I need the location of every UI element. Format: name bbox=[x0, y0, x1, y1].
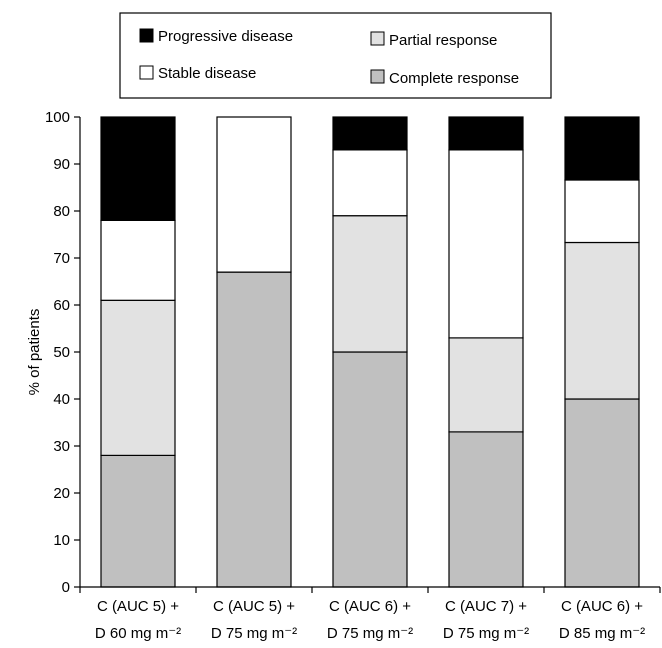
y-tick-label-80: 80 bbox=[53, 203, 70, 220]
bar-segment-complete-response-2 bbox=[216, 271, 292, 588]
bar-segment-stable-disease-5 bbox=[564, 179, 640, 244]
bar-stack-2 bbox=[216, 116, 292, 588]
bar-segment-complete-response-4 bbox=[448, 431, 524, 588]
x-category-label-3: C (AUC 6) + D 75 mg m⁻² bbox=[327, 598, 413, 642]
bar-segment-partial-response-5 bbox=[564, 241, 640, 400]
y-tick-label-70: 70 bbox=[53, 250, 70, 267]
legend-item-progressive-disease: Progressive disease bbox=[139, 28, 293, 45]
bar-segment-stable-disease-4 bbox=[448, 149, 524, 339]
legend-label-stable-disease: Stable disease bbox=[158, 65, 256, 82]
legend-label-progressive-disease: Progressive disease bbox=[158, 28, 293, 45]
bar-segment-progressive-disease-5 bbox=[564, 116, 640, 181]
y-tick-label-90: 90 bbox=[53, 156, 70, 173]
legend-item-partial-response: Partial response bbox=[370, 31, 497, 49]
bar-segment-complete-response-5 bbox=[564, 398, 640, 588]
legend: Progressive disease Stable disease Parti… bbox=[119, 12, 552, 99]
legend-label-complete-response: Complete response bbox=[389, 70, 519, 87]
x-category-label-2: C (AUC 5) + D 75 mg m⁻² bbox=[211, 598, 297, 642]
legend-label-partial-response: Partial response bbox=[389, 32, 497, 49]
bar-stack-3 bbox=[332, 116, 408, 588]
bar-segment-progressive-disease-1 bbox=[100, 116, 176, 222]
y-tick-label-60: 60 bbox=[53, 297, 70, 314]
legend-swatch-complete-response bbox=[370, 69, 385, 84]
bar-stack-5 bbox=[564, 116, 640, 588]
legend-item-stable-disease: Stable disease bbox=[139, 65, 256, 82]
bar-segment-partial-response-4 bbox=[448, 337, 524, 433]
bar-segment-stable-disease-3 bbox=[332, 149, 408, 217]
y-tick-label-0: 0 bbox=[62, 579, 70, 596]
bar-segment-stable-disease-1 bbox=[100, 219, 176, 301]
x-axis: C (AUC 5) + D 60 mg m⁻² C (AUC 5) + D 75 mg… bbox=[79, 586, 661, 642]
y-tick-label-20: 20 bbox=[53, 485, 70, 502]
legend-item-complete-response: Complete response bbox=[370, 69, 519, 87]
bar-segment-partial-response-1 bbox=[100, 299, 176, 456]
y-tick-label-100: 100 bbox=[45, 109, 70, 126]
legend-swatch-partial-response bbox=[370, 31, 385, 46]
bar-segment-stable-disease-2 bbox=[216, 116, 292, 273]
legend-swatch-stable-disease bbox=[139, 65, 154, 80]
y-tick-label-40: 40 bbox=[53, 391, 70, 408]
legend-swatch-progressive-disease bbox=[139, 28, 154, 43]
y-tick-label-50: 50 bbox=[53, 344, 70, 361]
x-category-label-1: C (AUC 5) + D 60 mg m⁻² bbox=[95, 598, 181, 642]
y-axis-title: % of patients bbox=[26, 309, 43, 396]
bar-segment-partial-response-3 bbox=[332, 215, 408, 353]
bars bbox=[100, 116, 640, 588]
y-tick-label-10: 10 bbox=[53, 532, 70, 549]
bar-segment-complete-response-3 bbox=[332, 351, 408, 588]
y-axis: 0 10 20 30 40 50 60 70 80 90 100 bbox=[45, 109, 81, 596]
bar-segment-progressive-disease-3 bbox=[332, 116, 408, 151]
x-category-label-4: C (AUC 7) + D 75 mg m⁻² bbox=[443, 598, 529, 642]
y-tick-label-30: 30 bbox=[53, 438, 70, 455]
bar-segment-progressive-disease-4 bbox=[448, 116, 524, 151]
x-category-label-5: C (AUC 6) + D 85 mg m⁻² bbox=[559, 598, 645, 642]
legend-frame bbox=[119, 12, 552, 99]
bar-segment-complete-response-1 bbox=[100, 454, 176, 588]
bar-stack-1 bbox=[100, 116, 176, 588]
bar-stack-4 bbox=[448, 116, 524, 588]
